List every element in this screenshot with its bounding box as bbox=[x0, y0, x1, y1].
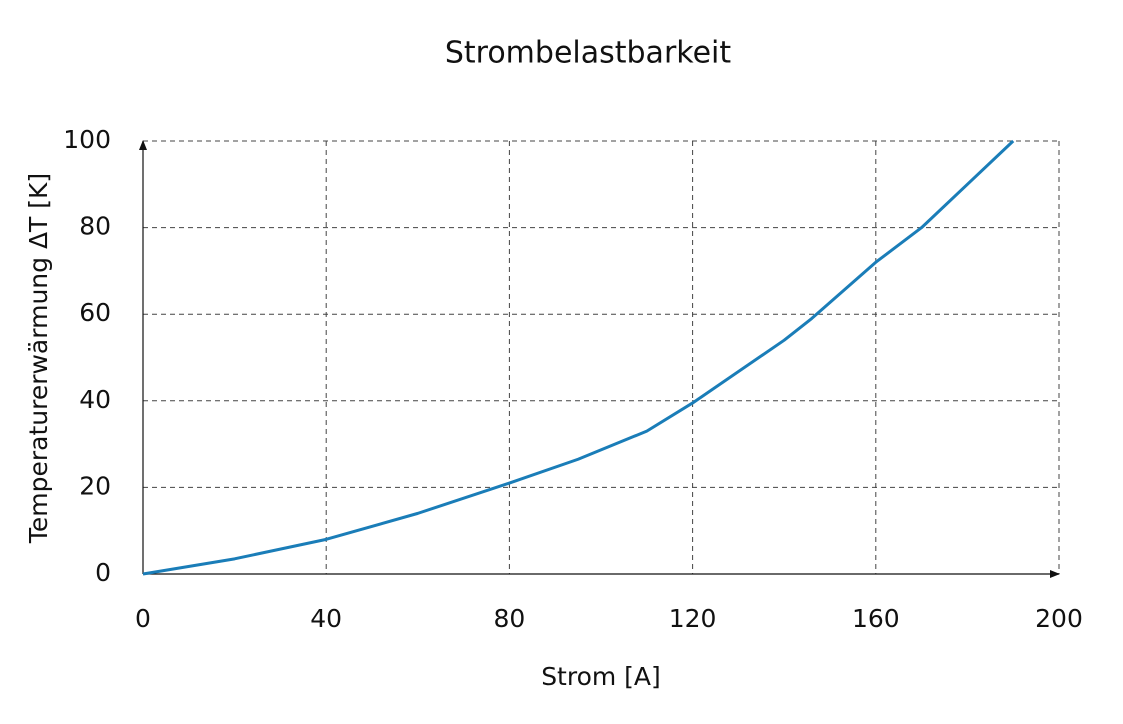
y-tick-label: 60 bbox=[79, 298, 111, 327]
y-axis-label: Temperaturerwärmung ΔT [K] bbox=[24, 173, 53, 544]
x-tick-label: 200 bbox=[1035, 604, 1083, 633]
x-tick-label: 0 bbox=[135, 604, 151, 633]
y-tick-label: 80 bbox=[79, 212, 111, 241]
x-tick-label: 120 bbox=[669, 604, 717, 633]
x-tick-label: 160 bbox=[852, 604, 900, 633]
y-tick-label: 40 bbox=[79, 385, 111, 414]
data-line bbox=[142, 139, 1015, 576]
chart-title: Strombelastbarkeit bbox=[445, 36, 732, 71]
x-tick-label: 80 bbox=[493, 604, 525, 633]
y-tick-label: 100 bbox=[63, 125, 111, 154]
y-tick-label: 20 bbox=[79, 471, 111, 500]
x-axis-label: Strom [A] bbox=[541, 662, 661, 691]
y-tick-label: 0 bbox=[95, 558, 111, 587]
x-tick-label: 40 bbox=[310, 604, 342, 633]
